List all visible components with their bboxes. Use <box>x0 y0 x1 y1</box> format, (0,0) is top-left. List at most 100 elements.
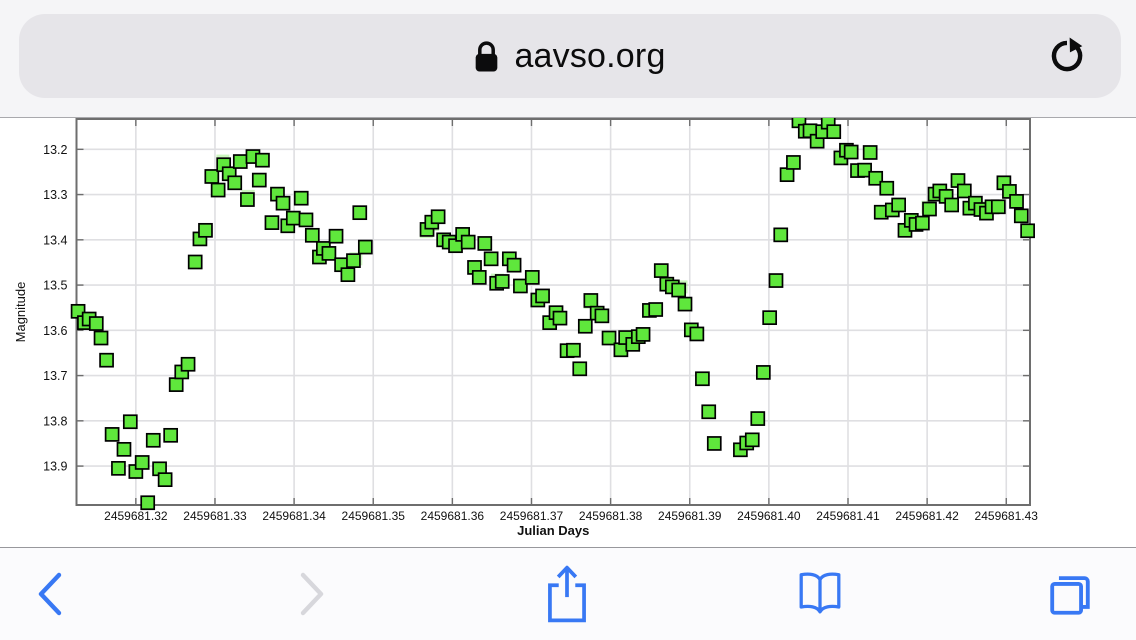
x-tick-label: 2459681.32 <box>104 509 168 523</box>
data-point <box>346 253 361 268</box>
x-tick-label: 2459681.33 <box>183 509 247 523</box>
share-button[interactable] <box>535 562 599 626</box>
data-point <box>180 356 196 372</box>
data-point <box>321 246 337 261</box>
data-point <box>671 282 687 298</box>
data-point <box>779 167 795 183</box>
y-tick-label: 13.5 <box>43 279 67 293</box>
data-point <box>506 257 522 273</box>
data-point <box>168 377 184 392</box>
data-point <box>857 162 872 178</box>
data-point <box>88 316 104 331</box>
chevron-right-icon <box>300 572 324 616</box>
data-point <box>990 199 1006 215</box>
data-point <box>956 183 972 199</box>
reload-button[interactable] <box>1045 34 1089 78</box>
lock-icon <box>476 40 498 71</box>
x-tick-label: 2459681.39 <box>658 509 722 523</box>
x-tick-label: 2459681.40 <box>737 509 801 523</box>
x-axis-title: Julian Days <box>517 523 589 538</box>
back-button[interactable] <box>18 562 82 626</box>
data-point <box>157 472 173 488</box>
data-point <box>535 288 550 304</box>
data-point <box>264 215 280 230</box>
x-tick-label: 2459681.35 <box>342 509 406 523</box>
data-point <box>328 228 344 244</box>
y-tick-label: 13.3 <box>43 188 67 202</box>
data-point <box>744 432 760 448</box>
bookmarks-button[interactable] <box>788 562 852 626</box>
x-tick-label: 2459681.41 <box>816 509 880 523</box>
data-point <box>843 144 859 160</box>
data-point <box>298 212 314 228</box>
data-point <box>768 273 784 288</box>
data-point <box>826 124 842 140</box>
data-point <box>99 352 114 368</box>
data-point <box>293 190 309 206</box>
chevron-left-icon <box>38 572 62 616</box>
x-tick-label: 2459681.36 <box>421 509 485 523</box>
data-point <box>879 180 895 196</box>
data-point <box>653 263 669 278</box>
data-point <box>891 197 906 213</box>
data-point <box>689 326 705 342</box>
y-tick-label: 13.8 <box>43 414 67 428</box>
data-point <box>1009 194 1024 209</box>
address-bar[interactable]: aavso.org <box>19 14 1121 98</box>
data-point <box>762 310 778 326</box>
data-point <box>786 155 801 170</box>
data-point <box>357 239 373 255</box>
data-point <box>1013 208 1029 224</box>
data-point <box>430 209 446 225</box>
data-point <box>116 441 132 457</box>
data-point <box>494 274 510 289</box>
browser-top-bar: aavso.org <box>0 0 1136 118</box>
data-point <box>483 251 499 267</box>
data-point <box>477 236 493 251</box>
data-point <box>1020 223 1035 239</box>
tabs-button[interactable] <box>1038 562 1102 626</box>
y-tick-label: 13.9 <box>43 460 67 474</box>
data-point <box>635 327 651 342</box>
data-point <box>140 495 156 511</box>
data-point <box>352 205 368 221</box>
data-point <box>340 267 356 283</box>
data-point <box>862 145 878 160</box>
forward-button[interactable] <box>280 562 344 626</box>
y-tick-label: 13.7 <box>43 369 67 383</box>
data-point <box>601 330 617 346</box>
light-curve-chart: 2459681.32 2459681.33 2459681.34 2459681.35… <box>13 118 1039 538</box>
data-point <box>572 361 588 377</box>
data-point <box>198 222 213 238</box>
data-point <box>577 318 593 334</box>
data-point <box>583 293 599 308</box>
url-text: aavso.org <box>514 36 666 75</box>
data-point <box>285 210 301 226</box>
data-point <box>163 427 179 443</box>
data-point <box>145 432 161 448</box>
data-point <box>122 414 138 430</box>
data-point <box>648 302 664 317</box>
data-point <box>677 296 693 312</box>
x-tick-label: 2459681.34 <box>262 509 326 523</box>
data-point <box>210 182 226 198</box>
x-tick-label: 2459681.37 <box>500 509 564 523</box>
x-tick-label: 2459681.43 <box>975 509 1039 523</box>
x-tick-label: 2459681.38 <box>579 509 643 523</box>
reload-icon <box>1051 37 1083 72</box>
data-point <box>240 192 255 207</box>
data-point <box>695 371 710 387</box>
data-point <box>566 342 581 358</box>
data-point <box>513 278 528 294</box>
data-point <box>471 270 487 285</box>
data-point <box>275 195 291 211</box>
data-point <box>524 270 540 285</box>
address-bar-content: aavso.org <box>474 37 665 76</box>
data-point <box>187 254 203 270</box>
data-point <box>134 455 150 470</box>
data-point <box>701 404 717 420</box>
tabs-icon <box>1050 576 1090 615</box>
data-point <box>922 201 937 217</box>
data-point <box>750 411 766 426</box>
